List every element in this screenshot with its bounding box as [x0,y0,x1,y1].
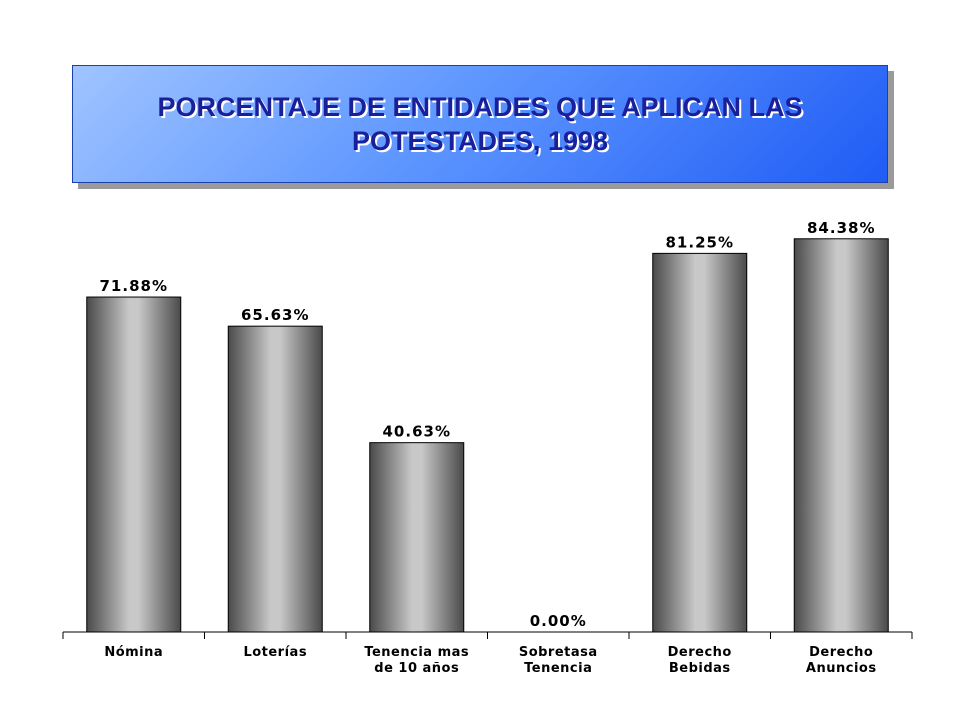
x-tick-label: Sobretasa Tenencia [518,645,598,676]
x-tick-label: Derecho Anuncios [805,645,877,676]
x-tick-label: Nómina [104,645,164,660]
value-label: 65.63% [241,306,309,324]
bar [793,238,889,633]
title-box: PORCENTAJE DE ENTIDADES QUE APLICAN LAS … [72,65,888,183]
bar [86,296,182,633]
x-tick-label: Tenencia mas de 10 años [364,645,470,676]
value-label: 0.00% [530,612,587,630]
value-label: 84.38% [807,219,875,237]
bar [652,252,748,633]
bar [227,325,323,633]
chart-title: PORCENTAJE DE ENTIDADES QUE APLICAN LAS … [157,92,803,156]
x-tick-label: Loterías [243,645,308,660]
value-label: 71.88% [100,277,168,295]
value-label: 81.25% [666,233,734,251]
x-tick-label: Derecho Bebidas [667,645,732,676]
bar [369,442,465,633]
value-label: 40.63% [383,423,451,441]
